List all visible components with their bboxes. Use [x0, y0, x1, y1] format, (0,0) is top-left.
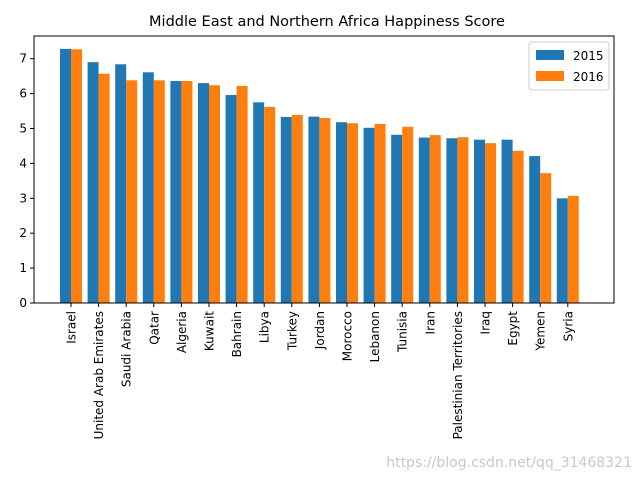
- bar-2016-palestinian-territories: [457, 137, 469, 303]
- bar-2015-bahrain: [225, 94, 237, 303]
- bar-2016-tunisia: [402, 126, 414, 304]
- bar-2015-egypt: [501, 139, 513, 303]
- x-tick-label: Iran: [423, 311, 437, 334]
- x-tick-label: Libya: [258, 311, 272, 343]
- bar-2015-lebanon: [363, 127, 375, 303]
- bar-2015-syria: [556, 198, 568, 303]
- x-tick-label: Egypt: [506, 311, 520, 346]
- bar-2016-morocco: [347, 123, 358, 303]
- x-tick-label: Palestinian Territories: [451, 311, 465, 439]
- x-tick-label: Qatar: [147, 311, 161, 345]
- bar-2016-bahrain: [236, 85, 248, 303]
- bar-2016-qatar: [153, 80, 165, 303]
- bar-2016-israel: [71, 49, 82, 304]
- bars-layer: [60, 48, 579, 304]
- x-tick-label: Saudi Arabia: [120, 311, 134, 387]
- bar-2015-united-arab-emirates: [87, 62, 99, 304]
- x-tick-label: Iraq: [479, 311, 493, 334]
- legend-label-2016: 2016: [573, 70, 604, 84]
- plot-frame: [33, 35, 615, 304]
- axes-layer: Israel United Arab Emirates Saudi Arabia Qa…: [19, 35, 615, 439]
- bar-2015-yemen: [529, 156, 541, 303]
- legend: 2015 2016: [528, 41, 610, 91]
- bar-2015-jordan: [308, 116, 320, 303]
- bar-2015-tunisia: [391, 134, 403, 303]
- chart-title: Middle East and Northern Africa Happines…: [149, 14, 505, 30]
- y-tick-label: 1: [19, 261, 27, 275]
- y-tick-label: 5: [19, 121, 27, 135]
- y-tick-label: 0: [19, 296, 27, 310]
- bar-2016-jordan: [319, 118, 331, 303]
- x-tick-label: Yemen: [534, 311, 548, 352]
- bar-2016-syria: [567, 195, 579, 303]
- bar-2015-libya: [253, 102, 265, 304]
- watermark-text: https://blog.csdn.net/qq_31468321: [386, 455, 632, 471]
- x-tick-label: Bahrain: [230, 311, 244, 357]
- x-tick-label: Syria: [561, 311, 575, 341]
- bar-2016-libya: [264, 106, 276, 303]
- bar-2015-israel: [60, 48, 71, 303]
- x-tick-label: Israel: [65, 311, 79, 344]
- bar-2015-algeria: [170, 81, 182, 303]
- x-tick-label: Algeria: [175, 311, 189, 353]
- x-tick-label: Tunisia: [396, 311, 410, 353]
- bar-2016-united-arab-emirates: [98, 73, 110, 303]
- legend-swatch-2015: [536, 50, 564, 60]
- x-tick-label: United Arab Emirates: [92, 311, 106, 439]
- legend-label-2015: 2015: [573, 49, 604, 63]
- y-tick-label: 6: [19, 87, 27, 101]
- bar-2015-iraq: [474, 139, 485, 303]
- bar-2016-iran: [429, 135, 441, 303]
- bar-2016-lebanon: [374, 123, 386, 303]
- y-tick-label: 3: [19, 191, 27, 205]
- bar-2015-kuwait: [198, 83, 209, 303]
- bar-2015-turkey: [280, 116, 292, 303]
- y-tick-label: 4: [19, 156, 27, 170]
- bar-2015-saudi-arabia: [115, 64, 127, 303]
- bar-2016-turkey: [291, 114, 303, 303]
- y-tick-label: 7: [19, 52, 27, 66]
- bar-2015-morocco: [336, 122, 347, 303]
- x-tick-label: Kuwait: [203, 311, 217, 351]
- bar-2016-yemen: [540, 173, 552, 303]
- bar-2016-egypt: [512, 150, 524, 303]
- legend-swatch-2016: [536, 71, 564, 81]
- bar-2016-saudi-arabia: [126, 80, 138, 303]
- bar-2015-iran: [418, 137, 430, 303]
- x-tick-label: Morocco: [341, 311, 355, 361]
- x-tick-label: Lebanon: [368, 311, 382, 362]
- x-tick-label: Jordan: [313, 311, 327, 350]
- bar-2016-iraq: [485, 143, 496, 303]
- y-tick-label: 2: [19, 226, 27, 240]
- bar-2016-algeria: [181, 81, 193, 303]
- bar-2016-kuwait: [209, 85, 220, 303]
- bar-2015-qatar: [142, 72, 154, 304]
- bar-2015-palestinian-territories: [446, 138, 458, 303]
- x-tick-label: Turkey: [285, 311, 299, 351]
